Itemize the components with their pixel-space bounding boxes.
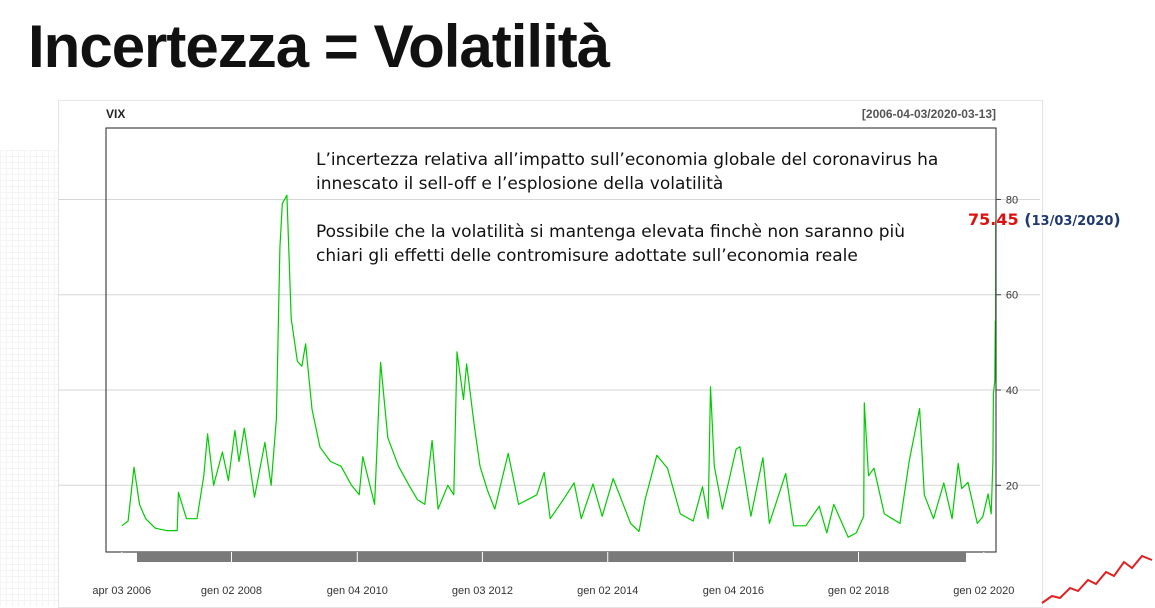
last-value-number: 75.45 (968, 210, 1019, 229)
last-value-paren-open: ( (1024, 210, 1032, 229)
series-layer (121, 194, 997, 538)
chart-panel (58, 100, 1043, 608)
y-tick-layer: 20 40 60 80 (996, 194, 1018, 492)
chart-date-range: [2006-04-03/2020-03-13] (862, 107, 996, 121)
chart-annotation: L’incertezza relativa all’impatto sull’e… (316, 148, 956, 292)
grid-layer (58, 198, 1040, 486)
chart-title: VIX (106, 107, 125, 121)
x-tick-label: gen 03 2012 (452, 585, 513, 597)
x-tick-label: gen 04 2016 (703, 585, 764, 597)
y-tick-label: 40 (1006, 385, 1018, 397)
x-tick-label: gen 02 2020 (953, 585, 1014, 597)
last-value-date: 13/03/2020 (1031, 214, 1114, 229)
slide-title: Incertezza = Volatilità (28, 13, 610, 80)
y-tick-label: 20 (1006, 480, 1018, 492)
x-axis-band (137, 552, 966, 562)
last-value-paren-close: ) (1113, 210, 1121, 229)
x-tick-label: gen 04 2010 (327, 585, 388, 597)
x-tick-layer: apr 03 2006 gen 02 2008 gen 04 2010 gen 03 … (92, 552, 1014, 597)
last-value-label: 75.45 (13/03/2020) (968, 210, 1121, 229)
y-tick-label: 80 (1006, 194, 1018, 206)
decorative-grid-pattern (0, 150, 60, 606)
x-tick-label: gen 02 2008 (201, 585, 262, 597)
annotation-paragraph-1: L’incertezza relativa all’impatto sull’e… (316, 150, 939, 194)
decorative-red-line (1041, 554, 1153, 604)
x-tick-label: apr 03 2006 (92, 585, 151, 597)
x-tick-label: gen 02 2014 (577, 585, 638, 597)
vix-series-line (121, 194, 997, 538)
y-tick-label: 60 (1006, 290, 1018, 302)
x-tick-label: gen 02 2018 (828, 585, 889, 597)
annotation-paragraph-2: Possibile che la volatilità si mantenga … (316, 222, 906, 266)
